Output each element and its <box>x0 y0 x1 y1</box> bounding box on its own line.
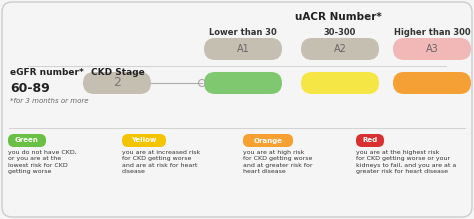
Text: you are at high risk
for CKD getting worse
and at greater risk for
heart disease: you are at high risk for CKD getting wor… <box>243 150 312 174</box>
Text: 2: 2 <box>113 76 121 90</box>
Text: Red: Red <box>363 138 378 143</box>
FancyBboxPatch shape <box>83 72 151 94</box>
Text: you are at the highest risk
for CKD getting worse or your
kidneys to fail, and y: you are at the highest risk for CKD gett… <box>356 150 456 174</box>
Text: eGFR number*: eGFR number* <box>10 68 84 77</box>
FancyBboxPatch shape <box>8 134 46 147</box>
FancyBboxPatch shape <box>301 72 379 94</box>
Text: you do not have CKD,
or you are at the
lowest risk for CKD
getting worse: you do not have CKD, or you are at the l… <box>8 150 77 174</box>
FancyBboxPatch shape <box>243 134 293 147</box>
Text: Lower than 30: Lower than 30 <box>209 28 277 37</box>
FancyBboxPatch shape <box>301 38 379 60</box>
FancyBboxPatch shape <box>2 2 472 217</box>
FancyBboxPatch shape <box>204 38 282 60</box>
Text: *for 3 months or more: *for 3 months or more <box>10 98 89 104</box>
Text: 30-300: 30-300 <box>324 28 356 37</box>
Text: A2: A2 <box>334 44 346 54</box>
Text: uACR Number*: uACR Number* <box>295 12 382 22</box>
Text: Yellow: Yellow <box>131 138 157 143</box>
Text: Green: Green <box>15 138 39 143</box>
Text: 60-89: 60-89 <box>10 82 50 95</box>
Text: A1: A1 <box>237 44 249 54</box>
Text: Orange: Orange <box>254 138 283 143</box>
Text: you are at increased risk
for CKD getting worse
and are at risk for heart
diseas: you are at increased risk for CKD gettin… <box>122 150 200 174</box>
FancyBboxPatch shape <box>122 134 166 147</box>
Text: Higher than 300: Higher than 300 <box>394 28 470 37</box>
Text: A3: A3 <box>426 44 438 54</box>
FancyBboxPatch shape <box>393 38 471 60</box>
FancyBboxPatch shape <box>356 134 384 147</box>
Text: CKD Stage: CKD Stage <box>91 68 145 77</box>
FancyBboxPatch shape <box>204 72 282 94</box>
FancyBboxPatch shape <box>393 72 471 94</box>
